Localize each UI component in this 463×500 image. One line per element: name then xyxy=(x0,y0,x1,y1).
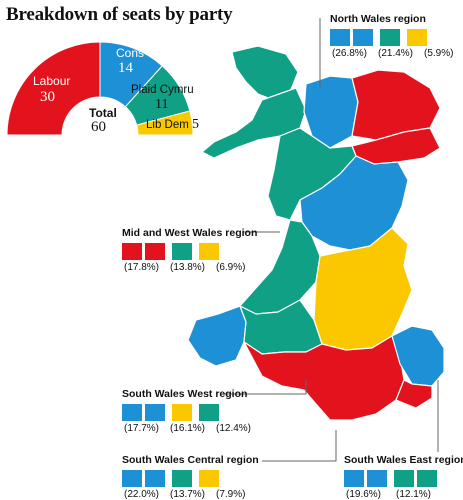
newport-constituency xyxy=(395,379,433,409)
region-pct: (22.0%) xyxy=(124,489,160,500)
seat-box-cons xyxy=(145,404,165,421)
seat-box-cons xyxy=(353,29,373,46)
region-label: South Wales Central region xyxy=(122,454,259,466)
seat-box-labour xyxy=(122,243,142,260)
seat-box-plaid xyxy=(380,29,400,46)
seat-box-plaid xyxy=(394,470,414,487)
party-seats-labour: 30 xyxy=(40,89,55,105)
party-seats-cons: 14 xyxy=(118,60,133,76)
region-boxes xyxy=(330,29,453,46)
seat-box-cons xyxy=(367,470,387,487)
region-percentages: (22.0%) (13.7%) (7.9%) xyxy=(122,489,259,500)
region-south-wales-central: South Wales Central region (22.0%) (13.7… xyxy=(122,453,259,500)
region-pct: (7.9%) xyxy=(216,489,246,500)
party-label-libdem: Lib Dem 5 xyxy=(146,117,200,132)
region-mid-west-wales: Mid and West Wales region (17.8%) (13.8%… xyxy=(122,226,257,273)
region-north-wales: North Wales region (26.8%) (21.4%) (5.9%… xyxy=(330,12,453,59)
party-seats-plaid: 11 xyxy=(155,97,169,112)
region-percentages: (17.8%) (13.8%) (6.9%) xyxy=(122,262,257,273)
region-label: South Wales East region xyxy=(344,454,463,466)
region-south-wales-west: South Wales West region (17.7%) (16.1%) … xyxy=(122,387,251,434)
seat-box-plaid xyxy=(172,470,192,487)
region-pct: (19.6%) xyxy=(346,489,382,500)
party-label-plaid: Plaid Cymru xyxy=(131,84,194,96)
region-pct: (13.7%) xyxy=(170,489,206,500)
total-label: Total xyxy=(89,106,117,120)
leader-south-wales-west xyxy=(223,380,307,395)
region-pct: (17.8%) xyxy=(124,262,160,273)
region-label: South Wales West region xyxy=(122,388,248,400)
seat-box-plaid xyxy=(417,470,437,487)
page-title: Breakdown of seats by party xyxy=(6,4,233,25)
seat-box-cons xyxy=(344,470,364,487)
monmouth-constituency xyxy=(391,325,445,387)
pembrokeshire-constituency xyxy=(187,305,247,367)
seat-box-cons xyxy=(122,470,142,487)
region-pct: (12.4%) xyxy=(216,423,252,434)
region-pct: (26.8%) xyxy=(332,48,368,59)
seat-box-cons xyxy=(145,470,165,487)
seat-box-cons xyxy=(330,29,350,46)
region-boxes xyxy=(122,470,259,487)
region-boxes xyxy=(122,404,251,421)
seat-box-libdem xyxy=(407,29,427,46)
seat-box-labour xyxy=(145,243,165,260)
region-pct: (12.1%) xyxy=(396,489,432,500)
region-percentages: (19.6%) (12.1%) xyxy=(344,489,463,500)
party-label-cons: Cons xyxy=(116,46,145,60)
seat-box-libdem xyxy=(199,470,219,487)
donut-segment-lib-dem xyxy=(136,110,194,136)
region-pct: (17.7%) xyxy=(124,423,160,434)
region-pct: (6.9%) xyxy=(216,262,246,273)
seat-box-plaid xyxy=(199,404,219,421)
total-seats: 60 xyxy=(91,119,106,135)
region-label: North Wales region xyxy=(330,13,426,25)
seat-box-libdem xyxy=(199,243,219,260)
region-pct: (5.9%) xyxy=(424,48,454,59)
party-seats-libdem: 5 xyxy=(192,117,200,132)
region-label: Mid and West Wales region xyxy=(122,227,258,239)
donut-segment-labour xyxy=(6,41,101,136)
region-boxes xyxy=(344,470,463,487)
seat-box-libdem xyxy=(172,404,192,421)
region-pct: (21.4%) xyxy=(378,48,414,59)
party-label-labour: Labour xyxy=(33,74,71,88)
region-percentages: (26.8%) (21.4%) (5.9%) xyxy=(330,48,453,59)
seat-box-plaid xyxy=(172,243,192,260)
region-pct: (13.8%) xyxy=(170,262,206,273)
region-pct: (16.1%) xyxy=(170,423,206,434)
seat-box-cons xyxy=(122,404,142,421)
region-south-wales-east: South Wales East region (19.6%) (12.1%) xyxy=(344,453,463,500)
region-percentages: (17.7%) (16.1%) (12.4%) xyxy=(122,423,251,434)
leader-south-wales-central xyxy=(262,430,337,462)
region-boxes xyxy=(122,243,257,260)
